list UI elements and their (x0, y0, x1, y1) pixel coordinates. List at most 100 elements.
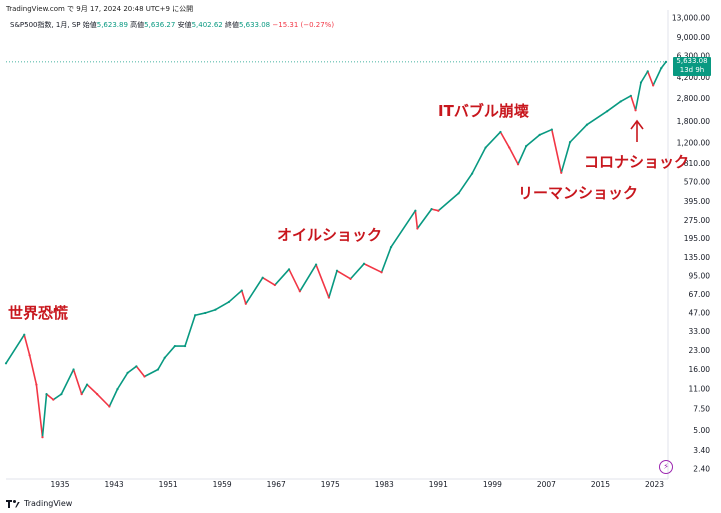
x-tick-label: 1943 (105, 480, 124, 489)
series-segment (414, 209, 419, 230)
series-segment (274, 268, 290, 286)
series-segment (349, 262, 365, 280)
series-segment (288, 268, 301, 293)
y-tick-label: 2,800.00 (677, 94, 711, 103)
data-point (60, 393, 63, 396)
series-segment (96, 393, 111, 408)
data-point (96, 393, 99, 396)
data-point (619, 100, 622, 103)
data-point (380, 271, 383, 274)
footer-brand-label: TradingView (24, 499, 73, 508)
data-point (437, 209, 440, 212)
series-segment (538, 128, 553, 136)
data-point (85, 383, 89, 386)
series-group (4, 60, 668, 439)
x-tick-labels: 1935 1943 1951 1959 1967 1975 1983 1991 1999 2007… (50, 480, 664, 489)
data-point (72, 368, 75, 371)
y-tick-label: 4,200.00 (677, 73, 711, 82)
x-tick-label: 1991 (429, 480, 448, 489)
footer-brand[interactable]: TradingView (6, 499, 72, 508)
series-segment (328, 269, 338, 299)
series-segment (45, 393, 55, 401)
series-segment (640, 70, 649, 84)
series-segment (184, 314, 196, 347)
series-segment (363, 262, 383, 274)
series-segment (499, 131, 511, 149)
high-value: 5,636.27 (144, 21, 176, 29)
series-segment (646, 70, 654, 87)
publisher-line: TradingView.com で 9月 17, 2024 20:48 UTC+… (6, 5, 194, 13)
close-label: 終値 (224, 21, 239, 29)
x-tick-label: 1959 (213, 480, 232, 489)
series-segment (86, 383, 98, 395)
series-segment (135, 365, 146, 378)
y-tick-label: 13,000.00 (672, 14, 710, 23)
data-point (287, 268, 291, 271)
y-tick-labels: 13,000.00 9,000.00 6,300.00 4,200.00 2,800.0… (672, 14, 710, 474)
series-segment (525, 134, 541, 147)
data-point (606, 110, 609, 113)
series-segment (586, 110, 609, 126)
y-tick-label: 67.00 (689, 290, 711, 299)
series-segment (194, 312, 207, 317)
data-point (204, 311, 207, 315)
data-point (499, 130, 502, 134)
lightning-icon[interactable]: ⚡ (659, 460, 673, 474)
close-value: 5,633.08 (238, 21, 271, 29)
series-segment (606, 100, 622, 112)
data-point (4, 362, 8, 365)
data-point (646, 70, 649, 73)
series-segment (60, 368, 75, 395)
series-segment (380, 246, 392, 274)
series-segment (163, 345, 176, 359)
data-point (430, 208, 433, 211)
symbol-label[interactable]: S&P500指数, 1月, SP (10, 21, 81, 29)
data-point (664, 60, 668, 63)
data-point (163, 356, 166, 359)
series-segment (652, 67, 663, 87)
last-price-tag: 5,633.08 13d 9h (673, 57, 711, 76)
data-point (156, 368, 160, 371)
chart-annotation: リーマンショック (518, 184, 638, 202)
data-point (298, 290, 301, 293)
data-point (28, 354, 31, 357)
high-label: 高値 (130, 21, 145, 29)
y-tick-label: 11.00 (689, 385, 711, 394)
y-tick-label: 275.00 (684, 216, 710, 225)
series-segment (336, 269, 352, 280)
y-tick-label: 23.00 (689, 346, 711, 355)
bar-countdown: 13d 9h (679, 66, 705, 74)
y-tick-label: 570.00 (684, 178, 710, 187)
data-point (45, 393, 48, 396)
series-segment (261, 276, 276, 286)
series-segment (126, 365, 138, 374)
data-point (80, 393, 83, 396)
y-tick-label: 9,000.00 (677, 33, 711, 42)
series-segment (23, 333, 31, 357)
data-point (327, 296, 330, 299)
data-point (244, 302, 247, 305)
data-point (143, 375, 146, 378)
axis-lines (6, 10, 669, 480)
series-segment (72, 368, 83, 395)
y-tick-label: 95.00 (689, 272, 711, 281)
data-point (173, 344, 176, 348)
chart-annotation: コロナショック (584, 153, 689, 171)
series-segment (108, 388, 119, 408)
series-segment (28, 354, 38, 386)
series-segment (204, 308, 217, 314)
series-segment (315, 263, 330, 299)
y-tick-label: 1,200.00 (677, 138, 711, 147)
series-segment (484, 131, 502, 149)
x-tick-label: 1983 (375, 480, 394, 489)
series-segment (41, 393, 48, 439)
data-point (652, 84, 655, 87)
y-tick-label: 47.00 (689, 308, 711, 317)
series-segment (457, 172, 473, 195)
data-point (585, 123, 589, 126)
series-segment (299, 263, 317, 293)
data-point (629, 94, 632, 97)
data-point (550, 128, 553, 131)
